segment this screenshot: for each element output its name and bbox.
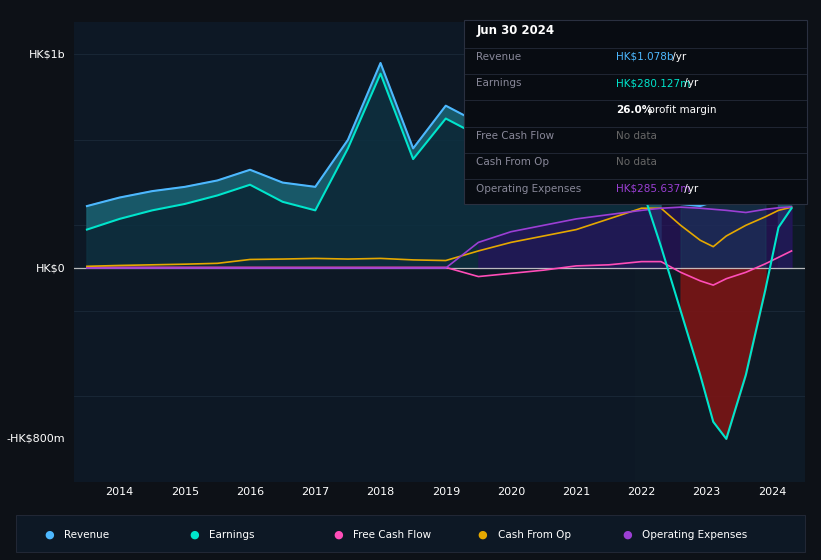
Text: HK$285.637m: HK$285.637m (616, 184, 690, 194)
Text: 26.0%: 26.0% (616, 105, 652, 115)
Text: ●: ● (478, 530, 488, 540)
Text: /yr: /yr (669, 52, 686, 62)
Text: No data: No data (616, 131, 657, 141)
Text: profit margin: profit margin (645, 105, 717, 115)
Text: HK$1.078b: HK$1.078b (616, 52, 673, 62)
Text: Jun 30 2024: Jun 30 2024 (476, 24, 554, 36)
Text: ●: ● (189, 530, 199, 540)
Text: Revenue: Revenue (64, 530, 109, 540)
Text: ●: ● (189, 530, 199, 540)
Bar (635, 22, 805, 482)
Text: HK$280.127m: HK$280.127m (616, 78, 690, 88)
Text: ●: ● (44, 530, 54, 540)
Text: Cash From Op: Cash From Op (498, 530, 571, 540)
Text: Free Cash Flow: Free Cash Flow (353, 530, 431, 540)
Text: Cash From Op: Cash From Op (498, 530, 571, 540)
Text: HK$1b: HK$1b (29, 49, 65, 59)
Text: Earnings: Earnings (209, 530, 254, 540)
Text: /yr: /yr (681, 184, 698, 194)
Text: Revenue: Revenue (476, 52, 521, 62)
Text: ●: ● (622, 530, 632, 540)
Text: Free Cash Flow: Free Cash Flow (476, 131, 554, 141)
Text: ●: ● (44, 530, 54, 540)
Text: ●: ● (333, 530, 343, 540)
Text: ●: ● (333, 530, 343, 540)
Text: Earnings: Earnings (476, 78, 521, 88)
Text: Operating Expenses: Operating Expenses (642, 530, 747, 540)
Text: Cash From Op: Cash From Op (476, 157, 549, 167)
Text: HK$0: HK$0 (35, 263, 65, 273)
Text: Revenue: Revenue (64, 530, 109, 540)
Text: No data: No data (616, 157, 657, 167)
Text: Free Cash Flow: Free Cash Flow (353, 530, 431, 540)
Text: Operating Expenses: Operating Expenses (642, 530, 747, 540)
Text: /yr: /yr (681, 78, 698, 88)
Text: -HK$800m: -HK$800m (7, 434, 65, 444)
Text: ●: ● (478, 530, 488, 540)
Text: ●: ● (622, 530, 632, 540)
Text: Operating Expenses: Operating Expenses (476, 184, 581, 194)
Text: Earnings: Earnings (209, 530, 254, 540)
